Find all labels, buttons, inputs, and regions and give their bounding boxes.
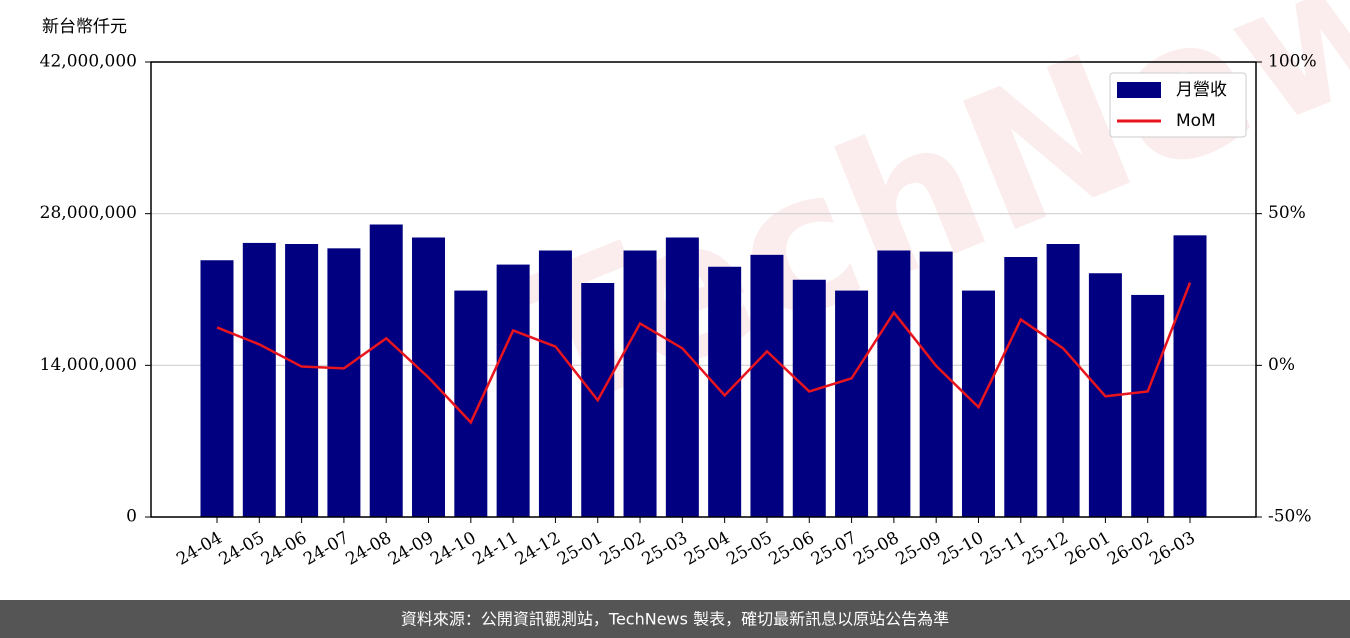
x-tick-label: 24-10 [427, 528, 479, 570]
x-tick-label: 24-08 [343, 528, 395, 570]
y2-tick-label: -50% [1268, 507, 1312, 527]
bar [1004, 257, 1038, 517]
x-tick-label: 25-04 [681, 528, 733, 570]
x-tick-label: 25-08 [850, 528, 902, 570]
line [216, 282, 1192, 425]
bar [961, 290, 995, 517]
bar [665, 237, 699, 517]
x-tick-label: 24-09 [385, 528, 437, 570]
bar [242, 242, 276, 517]
x-tick-label: 25-07 [808, 528, 860, 570]
bar [623, 250, 657, 517]
bar [877, 250, 911, 517]
bar [1131, 294, 1165, 517]
footer-text: 資料來源：公開資訊觀測站，TechNews 製表，確切最新訊息以原站公告為準 [401, 610, 949, 629]
y-tick-label: 42,000,000 [40, 52, 137, 72]
plot-frame [150, 61, 1257, 518]
bar [327, 248, 361, 518]
y2-tick-label: 50% [1268, 203, 1306, 223]
bar [792, 279, 826, 517]
bar [496, 264, 530, 517]
bar [538, 250, 572, 517]
legend-label: 月營收 [1176, 80, 1227, 100]
y-tick-label: 28,000,000 [40, 203, 137, 223]
x-tick-label: 26-03 [1146, 528, 1198, 570]
x-tick-label: 25-02 [596, 528, 648, 570]
x-tick-label: 25-11 [977, 528, 1029, 570]
x-tick-label: 24-06 [258, 528, 310, 570]
y-axis-label: 新台幣仟元 [42, 17, 127, 37]
x-tick-label: 26-02 [1104, 528, 1156, 570]
bar [285, 244, 319, 517]
x-tick-label: 25-03 [639, 528, 691, 570]
bar [919, 251, 953, 518]
y2-tick-label: 0% [1268, 355, 1295, 375]
footer-bar [0, 600, 1350, 638]
bar [454, 290, 488, 517]
x-tick-label: 25-06 [766, 528, 818, 570]
y-tick-label: 14,000,000 [40, 355, 137, 375]
legend-swatch [1117, 82, 1161, 98]
x-tick-label: 25-05 [723, 528, 775, 570]
x-tick-label: 25-01 [554, 528, 606, 570]
bar [835, 290, 869, 517]
x-tick-label: 24-04 [173, 528, 225, 570]
x-tick-label: 24-07 [300, 528, 352, 570]
x-tick-label: 25-10 [935, 528, 987, 570]
x-tick-label: 24-11 [469, 528, 521, 570]
x-tick-label: 25-12 [1019, 528, 1071, 570]
legend-label: MoM [1176, 111, 1216, 131]
x-tick-label: 25-09 [892, 528, 944, 570]
watermark: TechNews [487, 0, 1350, 458]
x-tick-label: 24-05 [216, 528, 268, 570]
bar [1173, 235, 1207, 518]
y-tick-label: 0 [126, 507, 137, 527]
bar [750, 254, 784, 518]
bar [708, 266, 742, 517]
bar [369, 224, 403, 517]
y2-tick-label: 100% [1268, 52, 1317, 72]
bar [200, 260, 234, 517]
x-tick-label: 24-12 [512, 528, 564, 570]
bar [1046, 244, 1080, 517]
x-tick-label: 26-01 [1062, 528, 1114, 570]
